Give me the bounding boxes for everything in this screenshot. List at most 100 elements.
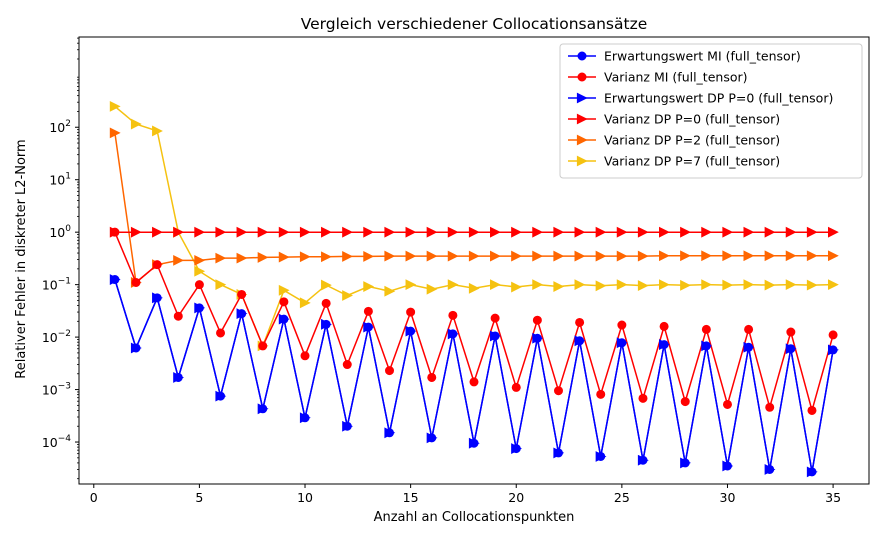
data-point	[616, 250, 628, 262]
series-1	[110, 227, 838, 415]
data-point	[553, 448, 563, 458]
data-point	[743, 226, 755, 238]
data-point	[258, 404, 268, 414]
data-point	[827, 279, 839, 291]
legend-entry: Erwartungswert MI (full_tensor)	[568, 49, 801, 64]
data-point	[406, 326, 416, 336]
data-point	[828, 345, 838, 355]
data-point	[638, 393, 648, 403]
data-point	[363, 281, 375, 292]
data-point	[532, 250, 544, 262]
data-point	[194, 254, 206, 266]
data-point	[807, 467, 817, 477]
data-point	[110, 275, 120, 285]
data-point	[659, 226, 670, 238]
legend-entry: Erwartungswert DP P=0 (full_tensor)	[568, 91, 833, 106]
data-point	[680, 397, 690, 407]
data-point	[680, 279, 691, 291]
legend-entry: Varianz DP P=7 (full_tensor)	[568, 154, 780, 169]
data-point	[807, 405, 817, 415]
data-point	[278, 284, 290, 296]
legend-marker	[577, 72, 587, 82]
data-point	[744, 342, 754, 352]
plot-frame	[78, 36, 870, 485]
data-point	[257, 226, 269, 238]
data-point	[426, 250, 438, 262]
data-point	[680, 250, 691, 262]
data-point	[680, 226, 691, 238]
data-point	[764, 226, 776, 238]
data-point	[828, 330, 838, 340]
y-tick-label: 10−3	[42, 382, 71, 398]
data-point	[765, 464, 775, 474]
legend-label: Varianz DP P=2 (full_tensor)	[604, 133, 780, 148]
data-point	[299, 226, 311, 238]
data-point	[511, 226, 522, 238]
data-point	[299, 297, 311, 309]
data-point	[722, 461, 732, 471]
data-point	[130, 226, 142, 238]
x-tick-label: 25	[614, 490, 630, 505]
data-point	[637, 250, 649, 262]
data-point	[173, 372, 183, 382]
data-point	[405, 279, 417, 291]
y-tick-label: 10−1	[42, 277, 71, 293]
x-axis-label: Anzahl an Collocationspunkten	[374, 510, 575, 525]
data-point	[426, 283, 438, 295]
data-point	[152, 226, 163, 238]
data-point	[701, 279, 713, 291]
data-point	[596, 389, 606, 399]
y-tick-label: 100	[49, 224, 71, 240]
data-point	[468, 250, 480, 262]
legend-entry: Varianz DP P=0 (full_tensor)	[568, 112, 780, 127]
x-tick-label: 20	[508, 490, 524, 505]
data-point	[405, 250, 417, 262]
series-3	[109, 226, 839, 238]
y-tick-label: 101	[49, 172, 71, 188]
legend-box	[559, 43, 863, 179]
data-point	[490, 226, 501, 238]
y-axis-label: Relativer Fehler in diskreter L2-Norm	[14, 139, 29, 378]
data-point	[785, 226, 797, 238]
data-point	[701, 250, 713, 262]
data-point	[532, 315, 542, 325]
data-point	[110, 227, 120, 237]
data-point	[215, 279, 227, 291]
data-point	[468, 282, 480, 294]
data-point	[469, 438, 479, 448]
data-point	[448, 329, 458, 339]
data-point	[744, 324, 754, 334]
data-point	[427, 372, 437, 382]
data-point	[342, 226, 353, 238]
series-0	[110, 275, 838, 477]
legend-label: Varianz MI (full_tensor)	[604, 70, 748, 85]
data-point	[237, 289, 247, 299]
data-point	[595, 226, 607, 238]
data-point	[532, 226, 544, 238]
data-point	[490, 331, 500, 341]
data-point	[806, 279, 818, 291]
data-point	[300, 351, 310, 361]
data-point	[764, 250, 776, 262]
data-point	[363, 322, 373, 332]
x-tick-label: 30	[720, 490, 736, 505]
data-point	[152, 125, 163, 137]
data-point	[406, 307, 416, 317]
data-point	[363, 251, 375, 262]
y-tick-label: 102	[49, 119, 71, 135]
data-point	[321, 279, 332, 291]
data-point	[236, 226, 248, 238]
data-point	[448, 310, 458, 320]
data-point	[785, 250, 797, 262]
data-point	[764, 279, 776, 291]
data-point	[130, 118, 142, 130]
data-point	[427, 433, 437, 443]
data-point	[722, 399, 732, 409]
data-point	[827, 250, 839, 262]
data-point	[511, 281, 522, 293]
data-point	[722, 250, 734, 262]
data-point	[553, 281, 565, 292]
data-point	[173, 226, 184, 238]
data-point	[596, 451, 606, 461]
data-point	[215, 252, 227, 264]
